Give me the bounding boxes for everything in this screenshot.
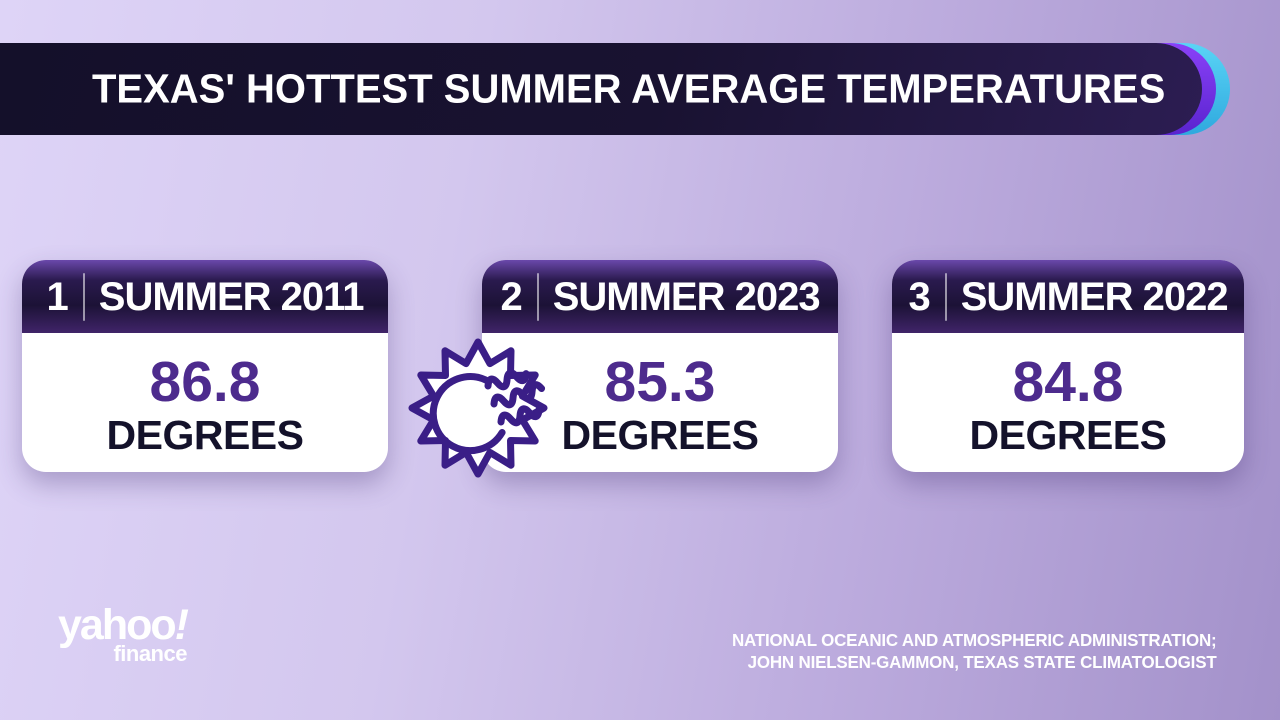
card-body: 86.8 DEGREES xyxy=(22,333,388,474)
temperature-unit: DEGREES xyxy=(561,411,760,458)
attribution-line-1: NATIONAL OCEANIC AND ATMOSPHERIC ADMINIS… xyxy=(731,630,1216,650)
temperature-value: 86.8 xyxy=(149,350,261,415)
card-label: SUMMER 2023 xyxy=(552,274,821,319)
temperature-unit: DEGREES xyxy=(969,411,1168,458)
card-header: 1 SUMMER 2011 xyxy=(22,260,388,333)
temperature-value: 85.3 xyxy=(604,350,716,415)
rank-card-summer-2023: 2 SUMMER 2023 85.3 DEGREES xyxy=(482,260,838,472)
rank-separator xyxy=(536,272,539,321)
card-label: SUMMER 2022 xyxy=(960,274,1229,319)
sun-heat-icon xyxy=(408,338,548,478)
rank-number: 1 xyxy=(46,274,69,319)
rank-card-summer-2011: 1 SUMMER 2011 86.8 DEGREES xyxy=(22,260,388,472)
card-body: 85.3 DEGREES xyxy=(482,333,838,474)
logo-subtitle: finance xyxy=(113,641,187,666)
logo-exclamation: ! xyxy=(174,601,189,649)
rank-separator xyxy=(944,272,947,321)
card-body: 84.8 DEGREES xyxy=(892,333,1244,474)
rank-number: 2 xyxy=(500,274,523,319)
temperature-unit: DEGREES xyxy=(106,411,305,458)
card-label: SUMMER 2011 xyxy=(98,274,365,319)
titlebar: TEXAS' HOTTEST SUMMER AVERAGE TEMPERATUR… xyxy=(0,43,1202,135)
temperature-value: 84.8 xyxy=(1012,350,1124,415)
page-title: TEXAS' HOTTEST SUMMER AVERAGE TEMPERATUR… xyxy=(92,66,1166,111)
attribution-line-2: JOHN NIELSEN-GAMMON, TEXAS STATE CLIMATO… xyxy=(747,651,1216,672)
rank-card-summer-2022: 3 SUMMER 2022 84.8 DEGREES xyxy=(892,260,1244,472)
rank-number: 3 xyxy=(908,274,931,319)
rank-separator xyxy=(82,272,85,321)
logo-wordmark: yahoo! xyxy=(58,601,189,649)
yahoo-finance-logo: yahoo! finance xyxy=(58,601,189,666)
source-attribution: NATIONAL OCEANIC AND ATMOSPHERIC ADMINIS… xyxy=(731,630,1216,673)
card-header: 2 SUMMER 2023 xyxy=(482,260,838,333)
card-header: 3 SUMMER 2022 xyxy=(892,260,1244,333)
